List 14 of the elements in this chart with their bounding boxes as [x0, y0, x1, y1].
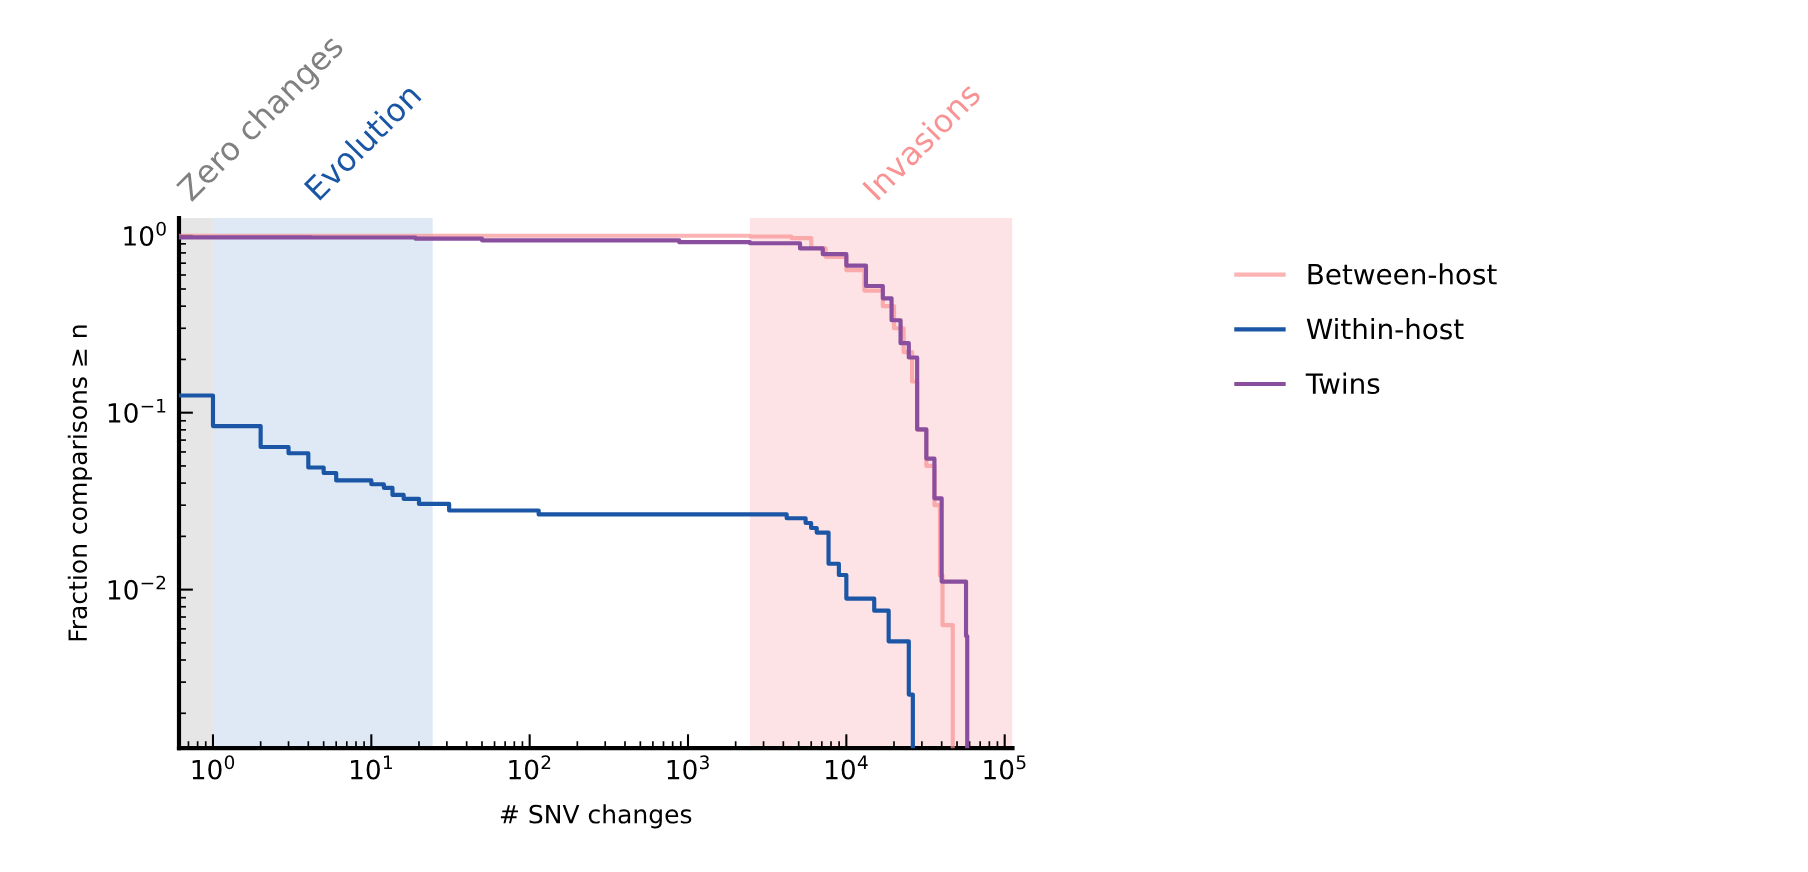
x-tick-label: 10$^{0}$ [192, 755, 235, 780]
y-tick-label: 10$^{−2}$ [108, 575, 166, 600]
x-tick-label: 10$^{1}$ [351, 755, 392, 780]
x-axis-title: # SNV changes [500, 804, 692, 829]
legend-label: Between-host [1308, 263, 1497, 285]
x-tick-label: 10$^{4}$ [826, 755, 868, 780]
x-tick-label: 10$^{5}$ [984, 755, 1026, 780]
legend-label: Within-host [1306, 317, 1464, 340]
y-tick-label: 10$^{−1}$ [108, 398, 166, 423]
legend-label: Twins [1305, 372, 1380, 395]
y-tick-label: 10$^{0}$ [124, 221, 166, 246]
y-axis-title: Fraction comparisons ≥ n [67, 325, 92, 641]
x-tick-label: 10$^{2}$ [509, 755, 551, 780]
x-tick-label: 10$^{3}$ [667, 755, 709, 780]
